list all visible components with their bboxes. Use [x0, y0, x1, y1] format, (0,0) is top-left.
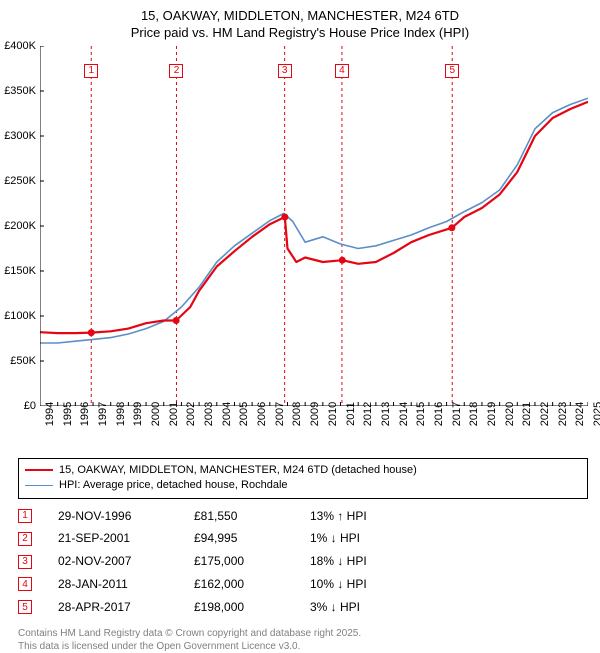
- legend-label: 15, OAKWAY, MIDDLETON, MANCHESTER, M24 6…: [59, 463, 417, 478]
- y-axis-labels: £0£50K£100K£150K£200K£250K£300K£350K£400…: [0, 46, 38, 406]
- transaction-date: 28-JAN-2011: [58, 573, 168, 596]
- transaction-delta: 13% ↑ HPI: [310, 505, 420, 528]
- y-tick-label: £250K: [4, 175, 36, 187]
- y-tick-label: £100K: [4, 310, 36, 322]
- chart-marker-1: 1: [84, 64, 98, 78]
- y-tick-label: £350K: [4, 85, 36, 97]
- transaction-price: £162,000: [194, 573, 284, 596]
- x-tick-label: 2006: [256, 402, 268, 426]
- x-tick-label: 2018: [468, 402, 480, 426]
- transactions-table: 1 29-NOV-1996 £81,550 13% ↑ HPI 2 21-SEP-2001…: [18, 505, 588, 619]
- y-tick-label: £0: [24, 400, 36, 412]
- x-tick-label: 2007: [274, 402, 286, 426]
- x-tick-label: 2001: [168, 402, 180, 426]
- x-tick-label: 2025: [592, 402, 600, 426]
- transaction-row: 5 28-APR-2017 £198,000 3% ↓ HPI: [18, 596, 588, 619]
- footer-attribution: Contains HM Land Registry data © Crown c…: [18, 627, 588, 653]
- x-axis-labels: 1994199519961997199819992000200120022003…: [40, 410, 588, 450]
- transaction-delta: 1% ↓ HPI: [310, 527, 420, 550]
- chart-container: 15, OAKWAY, MIDDLETON, MANCHESTER, M24 6…: [0, 0, 600, 650]
- x-tick-label: 1997: [97, 402, 109, 426]
- y-tick-label: £300K: [4, 130, 36, 142]
- transaction-marker: 1: [18, 509, 32, 523]
- chart-plot: [40, 46, 588, 406]
- x-tick-label: 2011: [345, 402, 357, 426]
- transaction-date: 29-NOV-1996: [58, 505, 168, 528]
- footer-line1: Contains HM Land Registry data © Crown c…: [18, 627, 588, 640]
- chart-marker-3: 3: [278, 64, 292, 78]
- transaction-row: 1 29-NOV-1996 £81,550 13% ↑ HPI: [18, 505, 588, 528]
- transaction-price: £94,995: [194, 527, 284, 550]
- x-tick-label: 2016: [433, 402, 445, 426]
- chart-marker-5: 5: [445, 64, 459, 78]
- title-subtitle: Price paid vs. HM Land Registry's House …: [10, 25, 590, 42]
- legend-box: 15, OAKWAY, MIDDLETON, MANCHESTER, M24 6…: [18, 458, 588, 499]
- x-tick-label: 2015: [415, 402, 427, 426]
- transaction-delta: 3% ↓ HPI: [310, 596, 420, 619]
- footer-line2: This data is licensed under the Open Gov…: [18, 640, 588, 653]
- y-tick-label: £50K: [10, 355, 36, 367]
- transaction-date: 02-NOV-2007: [58, 550, 168, 573]
- legend-swatch: [25, 485, 53, 486]
- transaction-row: 3 02-NOV-2007 £175,000 18% ↓ HPI: [18, 550, 588, 573]
- chart-marker-4: 4: [335, 64, 349, 78]
- transaction-row: 4 28-JAN-2011 £162,000 10% ↓ HPI: [18, 573, 588, 596]
- y-tick-label: £200K: [4, 220, 36, 232]
- x-tick-label: 2013: [380, 402, 392, 426]
- x-tick-label: 2000: [150, 402, 162, 426]
- transaction-price: £198,000: [194, 596, 284, 619]
- x-tick-label: 2017: [451, 402, 463, 426]
- title-address: 15, OAKWAY, MIDDLETON, MANCHESTER, M24 6…: [10, 8, 590, 25]
- legend-label: HPI: Average price, detached house, Roch…: [59, 478, 288, 493]
- x-tick-label: 2004: [221, 402, 233, 426]
- y-tick-label: £400K: [4, 40, 36, 52]
- transaction-row: 2 21-SEP-2001 £94,995 1% ↓ HPI: [18, 527, 588, 550]
- x-tick-label: 2022: [539, 402, 551, 426]
- x-tick-label: 1994: [44, 402, 56, 426]
- x-tick-label: 2021: [521, 402, 533, 426]
- x-tick-label: 2002: [185, 402, 197, 426]
- transaction-marker: 2: [18, 532, 32, 546]
- transaction-date: 28-APR-2017: [58, 596, 168, 619]
- x-tick-label: 2010: [327, 402, 339, 426]
- transaction-delta: 10% ↓ HPI: [310, 573, 420, 596]
- transaction-date: 21-SEP-2001: [58, 527, 168, 550]
- x-tick-label: 2020: [504, 402, 516, 426]
- transaction-price: £175,000: [194, 550, 284, 573]
- x-tick-label: 2005: [238, 402, 250, 426]
- transaction-marker: 4: [18, 577, 32, 591]
- x-tick-label: 2008: [291, 402, 303, 426]
- y-tick-label: £150K: [4, 265, 36, 277]
- title-block: 15, OAKWAY, MIDDLETON, MANCHESTER, M24 6…: [0, 0, 600, 46]
- x-tick-label: 1999: [132, 402, 144, 426]
- x-tick-label: 2014: [398, 402, 410, 426]
- x-tick-label: 2023: [557, 402, 569, 426]
- x-tick-label: 1996: [79, 402, 91, 426]
- x-tick-label: 1998: [115, 402, 127, 426]
- x-tick-label: 2019: [486, 402, 498, 426]
- transaction-price: £81,550: [194, 505, 284, 528]
- transaction-marker: 5: [18, 600, 32, 614]
- x-tick-label: 1995: [62, 402, 74, 426]
- transaction-marker: 3: [18, 555, 32, 569]
- x-tick-label: 2009: [309, 402, 321, 426]
- x-tick-label: 2024: [574, 402, 586, 426]
- transaction-delta: 18% ↓ HPI: [310, 550, 420, 573]
- x-tick-label: 2003: [203, 402, 215, 426]
- chart-marker-2: 2: [169, 64, 183, 78]
- x-tick-label: 2012: [362, 402, 374, 426]
- legend-item: HPI: Average price, detached house, Roch…: [25, 478, 581, 493]
- legend-swatch: [25, 469, 53, 471]
- legend-item: 15, OAKWAY, MIDDLETON, MANCHESTER, M24 6…: [25, 463, 581, 478]
- chart-area: £0£50K£100K£150K£200K£250K£300K£350K£400…: [40, 46, 588, 406]
